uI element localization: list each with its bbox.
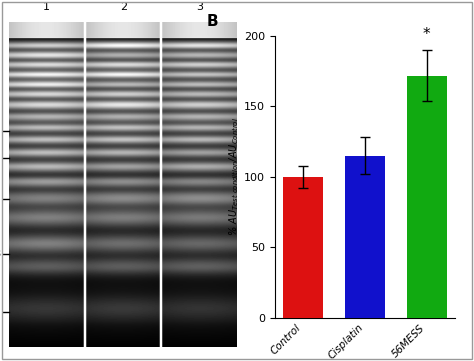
Bar bbox=[345, 156, 385, 318]
Text: 3: 3 bbox=[196, 2, 203, 12]
Text: 1: 1 bbox=[43, 2, 50, 12]
Text: 2: 2 bbox=[119, 2, 127, 12]
Bar bbox=[407, 75, 447, 318]
Bar bbox=[283, 177, 323, 318]
Text: B: B bbox=[207, 14, 218, 29]
Text: *: * bbox=[423, 27, 430, 42]
Y-axis label: % $\mathregular{AU_{Test\ condition}}$/$\mathregular{AU_{Control}}$: % $\mathregular{AU_{Test\ condition}}$/$… bbox=[228, 117, 241, 236]
